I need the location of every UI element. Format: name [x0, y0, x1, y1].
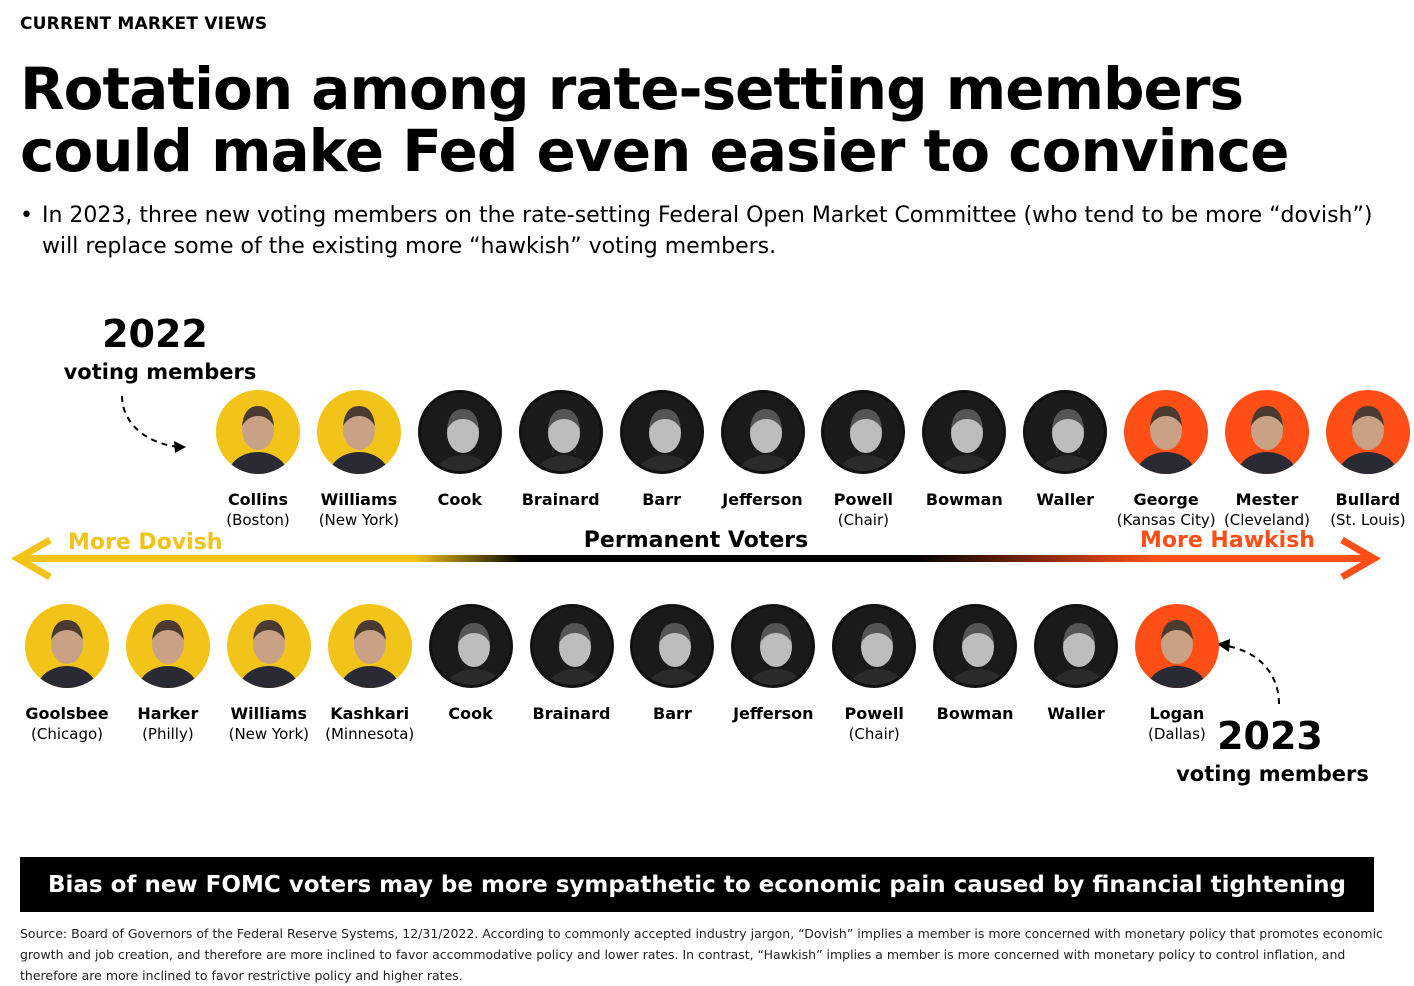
williams-portrait	[226, 604, 311, 688]
jefferson-portrait	[720, 390, 805, 474]
more-hawkish-label: More Hawkish	[1140, 528, 1315, 553]
goolsbee-portrait	[25, 604, 109, 688]
collins-portrait	[216, 390, 300, 474]
williams-portrait	[316, 390, 401, 474]
george-name: George	[1133, 490, 1199, 509]
barr-name: Barr	[642, 490, 681, 509]
waller-portrait	[1023, 390, 1108, 474]
cook-name: Cook	[437, 490, 482, 509]
year-2022-subtitle: voting members	[63, 360, 257, 384]
cook-name: Cook	[448, 704, 493, 723]
barr-portrait	[630, 604, 715, 688]
logan-district: (Dallas)	[1147, 725, 1206, 743]
bullet-text: In 2023, three new voting members on the…	[42, 203, 1373, 259]
mester-district: (Cleveland)	[1223, 511, 1311, 529]
logan-name: Logan	[1149, 704, 1205, 723]
permanent-voters-label: Permanent Voters	[583, 528, 809, 553]
williams-name: Williams	[320, 490, 398, 509]
harker-portrait	[125, 604, 210, 688]
williams-district: (New York)	[228, 725, 309, 743]
section-kicker: CURRENT MARKET VIEWS	[20, 14, 268, 34]
bowman-name: Bowman	[925, 490, 1003, 509]
powell-portrait	[832, 604, 917, 688]
cook-portrait	[417, 390, 502, 474]
barr-name: Barr	[653, 704, 692, 723]
jefferson-name: Jefferson	[722, 490, 803, 509]
collins-name: Collins	[227, 490, 289, 509]
bullard-district: (St. Louis)	[1330, 511, 1406, 529]
brainard-name: Brainard	[521, 490, 600, 509]
goolsbee-name: Goolsbee	[25, 704, 109, 723]
year-2023-label: 2023	[1217, 714, 1323, 758]
kashkari-name: Kashkari	[330, 704, 410, 723]
bullet-marker: •	[20, 203, 33, 228]
bowman-portrait	[933, 604, 1018, 688]
goolsbee-district: (Chicago)	[31, 725, 103, 743]
george-portrait	[1124, 390, 1209, 474]
bowman-name: Bowman	[936, 704, 1014, 723]
harker-district: (Philly)	[142, 725, 194, 743]
source-note: Source: Board of Governors of the Federa…	[20, 926, 1383, 983]
brainard-portrait	[518, 390, 603, 474]
bullard-name: Bullard	[1335, 490, 1401, 509]
powell-district: (Chair)	[848, 725, 900, 743]
brainard-portrait	[529, 604, 614, 688]
year-2022-label: 2022	[102, 312, 208, 356]
powell-portrait	[821, 390, 906, 474]
bowman-portrait	[922, 390, 1007, 474]
harker-name: Harker	[137, 704, 199, 723]
kashkari-portrait	[327, 604, 412, 688]
pointer-arrow-2022	[121, 395, 186, 453]
waller-portrait	[1034, 604, 1118, 688]
dove-hawk-scale-arrow	[11, 536, 1381, 581]
powell-district: (Chair)	[837, 511, 889, 529]
powell-name: Powell	[833, 490, 894, 509]
year-2023-subtitle: voting members	[1176, 762, 1369, 786]
mester-name: Mester	[1235, 490, 1299, 509]
george-district: (Kansas City)	[1116, 511, 1216, 529]
mester-portrait	[1225, 390, 1309, 474]
page-title: Rotation among rate-setting members coul…	[20, 55, 1290, 185]
kashkari-district: (Minnesota)	[325, 725, 415, 743]
waller-name: Waller	[1036, 490, 1094, 509]
cook-portrait	[428, 604, 513, 688]
bullard-portrait	[1325, 390, 1410, 474]
conclusion-banner: Bias of new FOMC voters may be more symp…	[20, 857, 1374, 912]
pointer-arrow-2023	[1217, 639, 1280, 705]
jefferson-name: Jefferson	[733, 704, 814, 723]
williams-name: Williams	[230, 704, 308, 723]
jefferson-portrait	[731, 604, 816, 688]
barr-portrait	[619, 390, 704, 474]
more-dovish-label: More Dovish	[68, 530, 223, 555]
collins-district: (Boston)	[226, 511, 290, 529]
brainard-name: Brainard	[532, 704, 611, 723]
williams-district: (New York)	[318, 511, 400, 529]
logan-portrait	[1134, 604, 1219, 688]
waller-name: Waller	[1047, 704, 1105, 723]
powell-name: Powell	[844, 704, 904, 723]
